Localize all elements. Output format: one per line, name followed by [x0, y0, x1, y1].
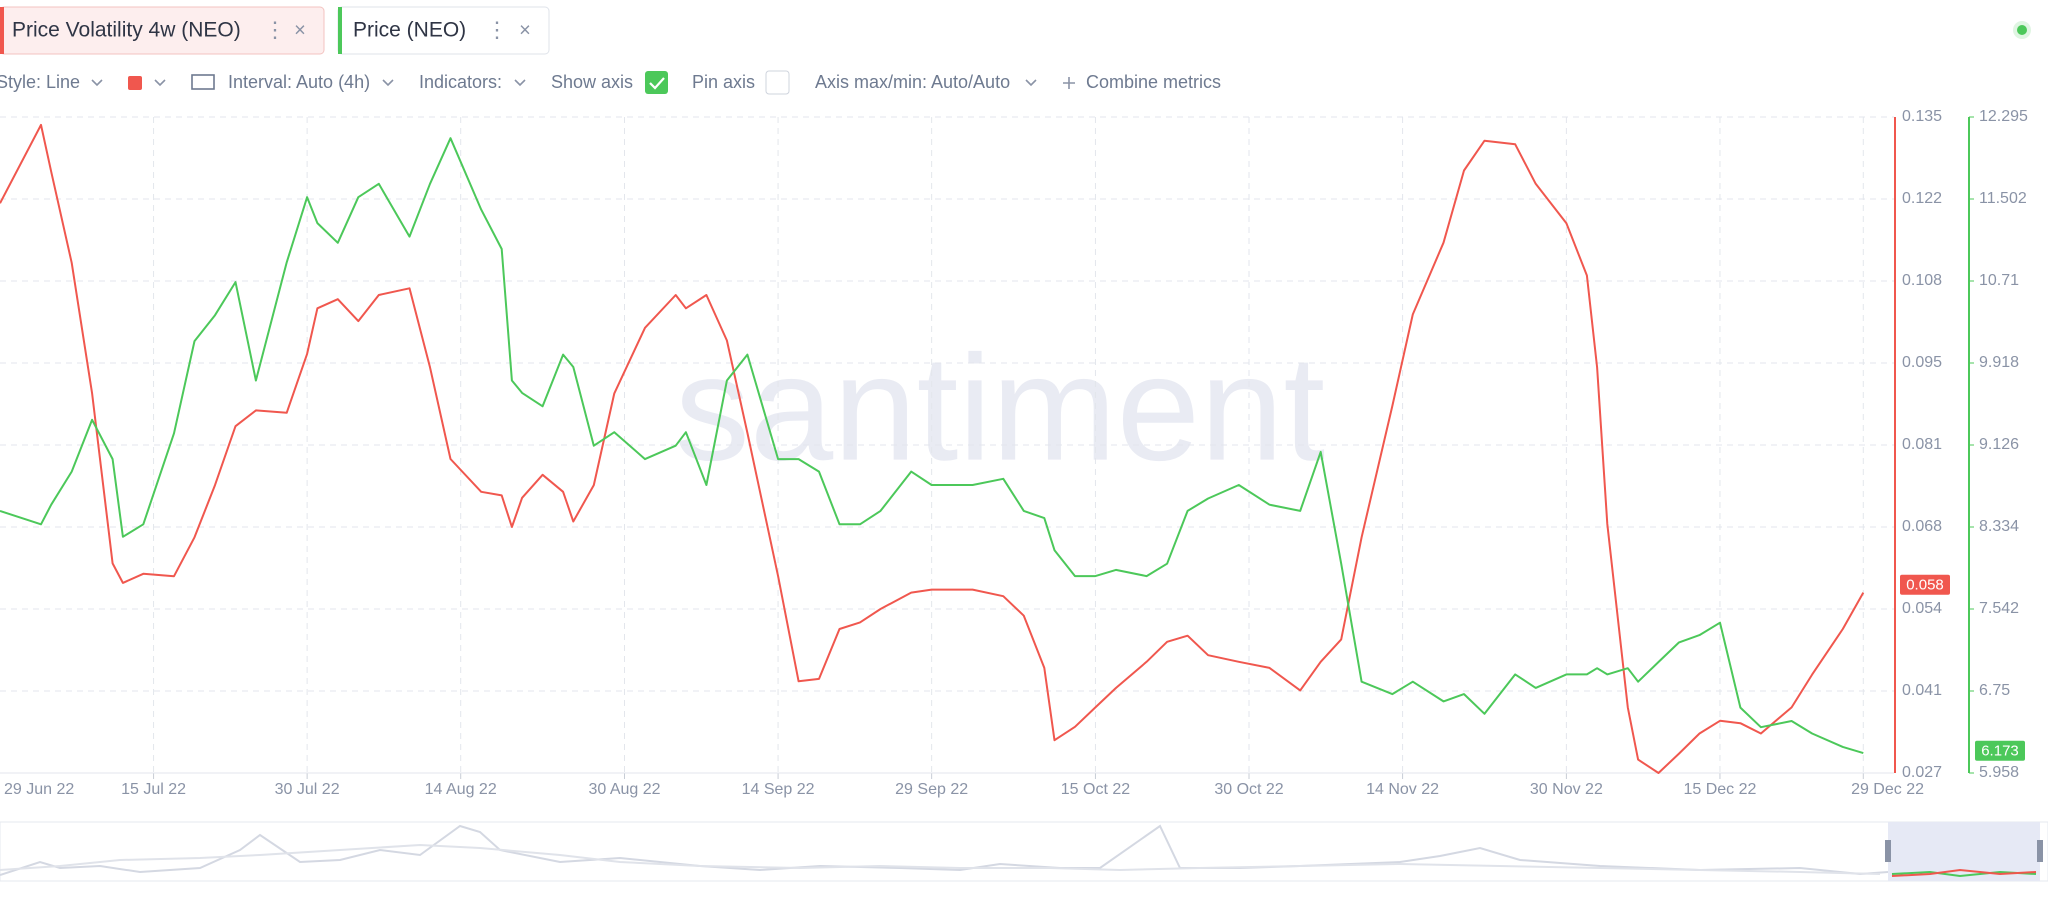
y-tick-label: 0.081 — [1902, 436, 1942, 453]
x-tick-label: 30 Aug 22 — [588, 781, 660, 798]
x-tick-label: 14 Aug 22 — [425, 781, 497, 798]
x-tick-label: 29 Dec 22 — [1851, 781, 1924, 798]
tab-label: Price (NEO) — [353, 19, 466, 42]
tab-accent — [0, 7, 4, 54]
checkmark — [649, 77, 665, 90]
y-tick-label: 0.041 — [1902, 682, 1942, 699]
tab-accent — [338, 7, 342, 54]
pin-axis-label[interactable]: Pin axis — [692, 72, 755, 92]
y-tick-label: 0.027 — [1902, 764, 1942, 781]
style-select[interactable]: Style: Line — [0, 72, 80, 92]
chevron — [382, 79, 394, 87]
current-value-badge — [1975, 740, 2025, 761]
x-tick-label: 30 Oct 22 — [1214, 781, 1283, 798]
x-tick-label: 29 Jun 22 — [4, 781, 74, 798]
y-tick-label: 0.054 — [1902, 600, 1942, 617]
x-tick-label: 15 Dec 22 — [1683, 781, 1756, 798]
y2-tick-label: 12.295 — [1979, 108, 2028, 125]
pin-axis-checkbox[interactable] — [765, 70, 790, 95]
plus-icon — [1063, 77, 1075, 89]
y2-tick-label: 7.542 — [1979, 600, 2019, 617]
y-tick-label: 0.108 — [1902, 272, 1942, 289]
y2-tick-label: 8.334 — [1979, 518, 2019, 535]
y2-tick-label: 11.502 — [1979, 190, 2027, 207]
series-line — [0, 123, 1865, 774]
chevron — [154, 79, 166, 87]
tab-menu[interactable]: ⋮ — [264, 17, 286, 42]
interval-icon — [191, 74, 215, 90]
tab-close[interactable]: × — [519, 19, 531, 41]
y2-tick-label: 9.918 — [1979, 354, 2019, 371]
y2-tick-label: 6.75 — [1979, 682, 2010, 699]
tab-menu[interactable]: ⋮ — [486, 17, 508, 42]
navigator-line — [1891, 868, 2037, 877]
y-tick-label: 0.068 — [1902, 518, 1942, 535]
y-tick-label: 0.135 — [1902, 108, 1942, 125]
x-tick-label: 30 Nov 22 — [1530, 781, 1603, 798]
navigator[interactable] — [0, 821, 2048, 882]
watermark: santiment — [675, 324, 1325, 492]
y-tick-label: 0.095 — [1902, 354, 1942, 371]
indicators-select[interactable]: Indicators: — [419, 72, 502, 92]
show-axis-checkbox[interactable] — [645, 71, 668, 94]
navigator-handle[interactable] — [2037, 840, 2043, 862]
current-value-label: 6.173 — [1981, 743, 2019, 760]
tab-label: Price Volatility 4w (NEO) — [12, 19, 241, 42]
chevron — [91, 79, 103, 87]
current-value-badge — [1900, 574, 1950, 595]
current-value-label: 0.058 — [1906, 577, 1944, 594]
x-tick-label: 15 Jul 22 — [121, 781, 186, 798]
axis-max-min-select[interactable]: Axis max/min: Auto/Auto — [815, 72, 1010, 92]
series-line — [0, 137, 1864, 755]
navigator-handle[interactable] — [1885, 840, 1891, 862]
show-axis-label[interactable]: Show axis — [551, 72, 633, 92]
y2-tick-label: 5.958 — [1979, 764, 2019, 781]
chevron — [514, 79, 526, 87]
status-dot — [2017, 25, 2027, 35]
chevron — [1025, 79, 1037, 87]
y2-tick-label: 9.126 — [1979, 436, 2019, 453]
x-tick-label: 14 Sep 22 — [742, 781, 815, 798]
x-tick-label: 30 Jul 22 — [275, 781, 340, 798]
navigator-line — [0, 843, 1881, 875]
x-tick-label: 29 Sep 22 — [895, 781, 968, 798]
color-swatch[interactable] — [128, 76, 142, 90]
y-tick-label: 0.122 — [1902, 190, 1942, 207]
combine-metrics[interactable]: Combine metrics — [1086, 72, 1221, 92]
y2-tick-label: 10.71 — [1979, 272, 2019, 289]
tab-volatility[interactable] — [0, 6, 325, 55]
interval-select[interactable]: Interval: Auto (4h) — [228, 72, 370, 92]
tab-close[interactable]: × — [294, 19, 306, 41]
x-tick-label: 15 Oct 22 — [1061, 781, 1130, 798]
x-tick-label: 14 Nov 22 — [1366, 781, 1439, 798]
